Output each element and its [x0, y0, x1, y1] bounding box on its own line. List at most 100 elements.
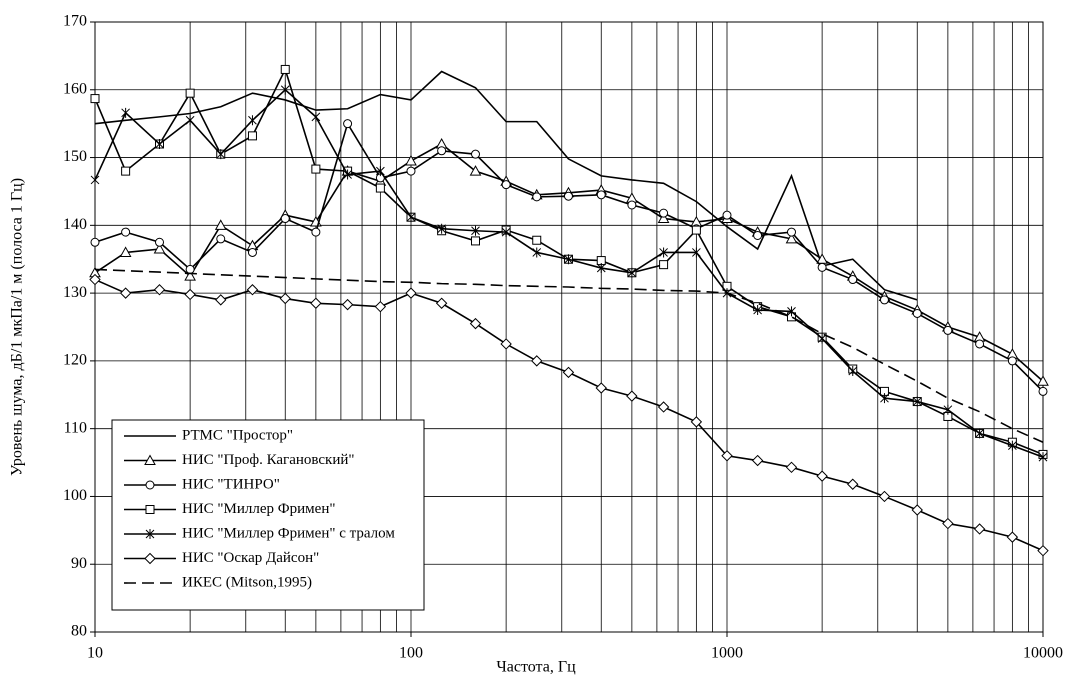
- marker: [247, 131, 257, 141]
- legend: РТМС "Простор" НИС "Проф. Кагановский" НИС…: [111, 419, 425, 611]
- marker: [155, 237, 165, 247]
- marker: [155, 139, 164, 149]
- marker: [626, 390, 638, 402]
- marker: [280, 214, 290, 224]
- marker: [659, 247, 668, 258]
- marker: [500, 338, 512, 350]
- marker: [751, 454, 764, 467]
- marker: [185, 88, 195, 98]
- marker: [975, 339, 985, 349]
- marker: [753, 305, 762, 316]
- marker: [848, 275, 858, 285]
- marker: [216, 234, 226, 244]
- legend-label: НИС "Миллер Фримен": [182, 501, 335, 517]
- marker: [532, 192, 542, 202]
- marker: [943, 404, 953, 415]
- marker: [343, 119, 353, 129]
- marker: [184, 270, 196, 281]
- marker: [310, 297, 322, 309]
- marker: [119, 246, 132, 257]
- marker: [280, 84, 290, 95]
- plot-frame: [94, 21, 1044, 633]
- marker: [153, 243, 166, 254]
- marker: [912, 308, 922, 318]
- marker: [311, 227, 321, 237]
- marker: [721, 450, 733, 462]
- marker: [973, 523, 986, 535]
- marker: [596, 263, 606, 274]
- y-tick-label: 120: [63, 352, 87, 369]
- marker: [311, 111, 321, 122]
- marker: [469, 165, 482, 176]
- marker: [437, 223, 446, 234]
- marker: [942, 517, 954, 530]
- y-tick-label: 110: [64, 419, 87, 436]
- legend-label: НИС "Миллер Фримен" с тралом: [182, 525, 395, 541]
- x-axis-label: Частота, Гц: [496, 659, 576, 676]
- marker: [657, 401, 670, 413]
- marker: [280, 64, 290, 74]
- y-tick-label: 100: [63, 487, 87, 504]
- x-tick-label: 1000: [711, 645, 743, 662]
- y-axis-label: Уровень шума, дБ/1 мкПа/1 м (полоса 1 Гц…: [9, 178, 26, 476]
- legend-label: РТМС "Простор": [182, 427, 293, 443]
- marker: [405, 287, 417, 299]
- marker: [912, 396, 922, 407]
- series-line: [94, 268, 1044, 443]
- marker: [817, 333, 827, 344]
- marker: [975, 428, 984, 439]
- marker: [562, 366, 575, 379]
- marker: [1037, 544, 1049, 557]
- marker: [374, 300, 387, 313]
- marker: [753, 231, 763, 240]
- marker: [722, 210, 732, 220]
- marker: [848, 366, 858, 377]
- marker: [471, 149, 481, 159]
- marker: [471, 225, 480, 236]
- marker: [376, 166, 385, 177]
- marker: [153, 284, 166, 296]
- marker: [691, 225, 701, 235]
- marker: [564, 254, 573, 265]
- marker: [1008, 440, 1017, 451]
- marker: [847, 478, 859, 490]
- marker: [1038, 452, 1048, 463]
- marker: [595, 382, 607, 394]
- marker: [627, 200, 637, 210]
- x-tick-label: 10000: [1023, 645, 1063, 662]
- x-tick-label: 100: [399, 645, 423, 662]
- marker: [184, 288, 196, 301]
- marker: [405, 154, 417, 166]
- legend-label: НИС "Оскар Дайсон": [182, 550, 319, 566]
- marker: [185, 115, 195, 126]
- marker: [406, 212, 416, 223]
- marker: [532, 247, 542, 258]
- marker: [215, 294, 227, 306]
- marker: [1006, 531, 1019, 543]
- legend-label: ИКЕС (Mitson,1995): [182, 574, 312, 590]
- y-tick-label: 130: [63, 284, 87, 301]
- marker: [785, 461, 798, 474]
- marker: [435, 297, 448, 309]
- marker: [185, 264, 195, 274]
- y-tick-label: 150: [63, 148, 87, 165]
- marker: [375, 183, 385, 193]
- y-tick-label: 140: [63, 216, 87, 233]
- marker: [469, 317, 482, 330]
- marker: [816, 470, 828, 482]
- marker: [817, 262, 827, 272]
- marker: [627, 267, 637, 278]
- marker: [248, 115, 257, 126]
- y-tick-label: 80: [71, 623, 87, 640]
- marker: [90, 237, 100, 247]
- marker: [343, 169, 352, 180]
- x-tick-label: 10: [87, 645, 103, 662]
- y-tick-label: 170: [63, 13, 87, 30]
- legend-label: НИС "Проф. Кагановский": [182, 452, 355, 468]
- marker: [279, 292, 291, 305]
- marker: [437, 146, 447, 156]
- marker: [145, 505, 155, 514]
- marker: [89, 273, 101, 286]
- legend-box: [111, 419, 425, 611]
- marker: [119, 287, 132, 299]
